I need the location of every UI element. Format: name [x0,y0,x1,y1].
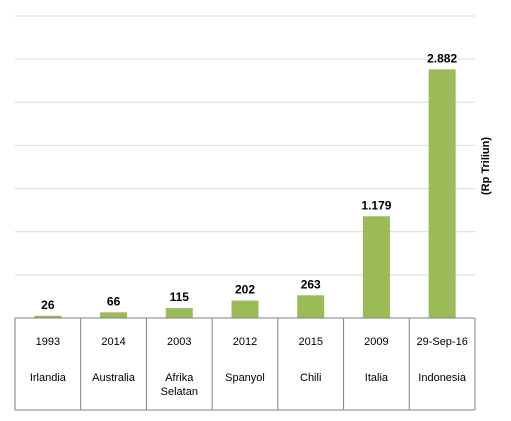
x-tick-year: 2012 [233,336,257,348]
data-label: 1.179 [361,198,391,212]
x-tick-country: Indonesia [418,372,467,384]
data-label: 115 [170,290,190,304]
bar [362,216,390,318]
x-tick-country: Australia [92,372,136,384]
data-label: 66 [107,294,121,308]
category-table: 1993 Irlandia 2014 Australia 2003 Afrika Selat… [14,317,476,411]
y-axis-label: (Rp Triliun) [480,137,492,195]
data-label: 26 [41,298,55,312]
bar [165,308,193,318]
x-tick-year: 29-Sep-16 [416,336,467,348]
bar [231,300,259,318]
x-tick-country: Afrika [165,372,194,384]
x-tick-year: 1993 [36,336,60,348]
x-tick-country: Irlandia [30,372,67,384]
data-labels: 26 66 115 202 263 1.179 2.882 [41,51,457,311]
x-tick-year: 2009 [364,336,388,348]
x-tick-year: 2003 [167,336,191,348]
bar [34,315,62,318]
data-label: 263 [301,277,321,291]
x-tick-year: 2015 [298,336,322,348]
data-label: 202 [235,283,255,297]
gridlines [15,15,475,276]
x-tick-country: Italia [365,372,389,384]
data-label: 2.882 [427,51,457,65]
x-tick-country: Chili [300,372,321,384]
x-tick-country: Spanyol [225,372,265,384]
x-tick-year: 2014 [101,336,125,348]
bars [34,69,456,318]
bar [428,69,456,318]
bar [297,295,325,318]
bar [100,312,128,318]
x-tick-country: Selatan [161,386,198,398]
